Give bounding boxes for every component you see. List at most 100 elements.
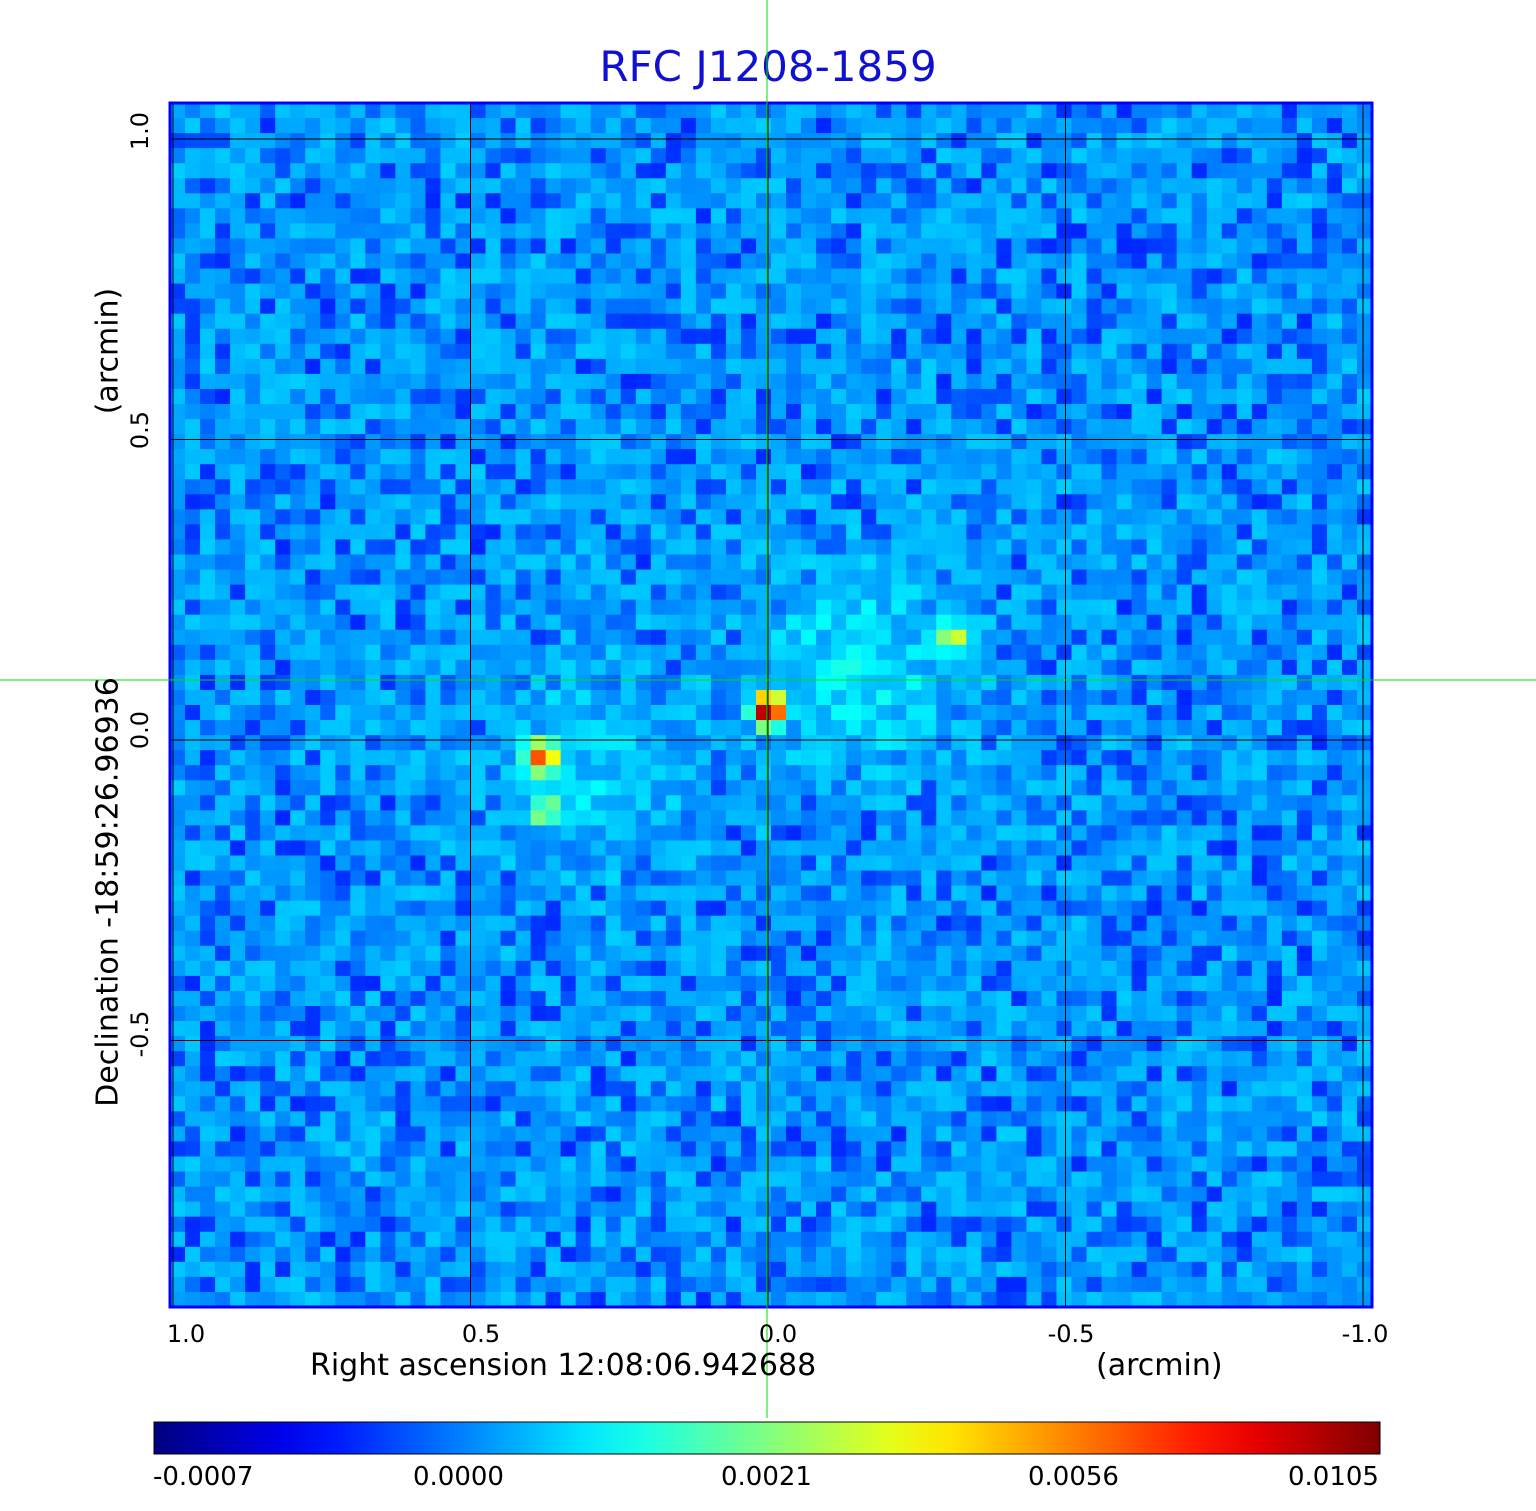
heatmap-cell — [1116, 539, 1133, 556]
heatmap-cell — [1266, 644, 1283, 661]
heatmap-cell — [380, 614, 396, 631]
heatmap-cell — [1041, 644, 1058, 661]
heatmap-cell — [545, 479, 562, 495]
heatmap-cell — [710, 1021, 727, 1037]
heatmap-cell — [290, 208, 306, 224]
heatmap-cell — [530, 313, 547, 330]
heatmap-cell — [545, 674, 562, 691]
heatmap-cell — [590, 644, 607, 661]
heatmap-cell — [891, 629, 907, 646]
heatmap-cell — [650, 614, 667, 631]
heatmap-cell — [966, 629, 982, 646]
heatmap-cell — [260, 960, 276, 977]
heatmap-cell — [215, 614, 231, 631]
heatmap-cell — [395, 765, 412, 781]
heatmap-cell — [1356, 915, 1373, 932]
heatmap-cell — [951, 509, 967, 525]
heatmap-cell — [1086, 509, 1103, 525]
heatmap-cell — [695, 674, 712, 691]
heatmap-cell — [1221, 750, 1238, 766]
heatmap-cell — [320, 855, 336, 872]
heatmap-cell — [1131, 509, 1148, 525]
heatmap-cell — [1176, 238, 1193, 255]
heatmap-cell — [1281, 539, 1298, 556]
heatmap-cell — [530, 659, 547, 676]
heatmap-cell — [620, 659, 637, 676]
heatmap-cell — [755, 464, 772, 480]
heatmap-cell — [1161, 870, 1178, 887]
heatmap-cell — [1311, 163, 1328, 179]
heatmap-cell — [831, 343, 847, 360]
heatmap-cell — [1266, 825, 1283, 842]
heatmap-cell — [816, 705, 832, 721]
heatmap-cell — [861, 915, 877, 932]
heatmap-cell — [380, 193, 396, 209]
heatmap-cell — [425, 524, 442, 541]
heatmap-cell — [245, 599, 261, 616]
heatmap-cell — [1161, 103, 1178, 119]
heatmap-cell — [425, 735, 442, 751]
heatmap-cell — [725, 584, 742, 601]
heatmap-cell — [665, 644, 682, 661]
heatmap-cell — [786, 780, 802, 796]
heatmap-cell — [620, 614, 637, 631]
heatmap-cell — [1086, 103, 1103, 119]
heatmap-cell — [1161, 509, 1178, 525]
heatmap-cell — [1251, 900, 1268, 917]
heatmap-cell — [710, 554, 727, 571]
heatmap-cell — [755, 644, 772, 661]
heatmap-cell — [425, 554, 442, 571]
heatmap-cell — [590, 404, 607, 420]
heatmap-cell — [560, 674, 577, 691]
heatmap-cell — [380, 163, 396, 179]
heatmap-cell — [275, 253, 291, 270]
heatmap-cell — [1011, 659, 1028, 676]
heatmap-cell — [605, 674, 622, 691]
heatmap-cell — [560, 659, 577, 676]
heatmap-cell — [245, 990, 261, 1007]
heatmap-cell — [996, 509, 1013, 525]
heatmap-cell — [215, 328, 231, 345]
heatmap-cell — [350, 840, 366, 857]
heatmap-cell — [380, 840, 396, 857]
heatmap-cell — [951, 569, 967, 586]
heatmap-cell — [786, 298, 802, 315]
heatmap-cell — [320, 118, 336, 134]
heatmap-cell — [620, 133, 637, 149]
heatmap-cell — [1281, 193, 1298, 209]
heatmap-cell — [485, 629, 502, 646]
heatmap-cell — [620, 178, 637, 194]
heatmap-cell — [1116, 780, 1133, 796]
heatmap-cell — [951, 900, 967, 917]
heatmap-cell — [680, 133, 697, 149]
heatmap-cell — [831, 328, 847, 345]
heatmap-cell — [1311, 795, 1328, 811]
heatmap-cell — [515, 855, 532, 872]
heatmap-cell — [470, 404, 487, 420]
heatmap-cell — [1221, 840, 1238, 857]
heatmap-cell — [305, 705, 321, 721]
heatmap-cell — [1086, 223, 1103, 240]
heatmap-cell — [320, 358, 336, 375]
heatmap-cell — [1056, 990, 1073, 1007]
heatmap-cell — [305, 509, 321, 525]
heatmap-cell — [1176, 975, 1193, 992]
heatmap-cell — [771, 148, 787, 164]
heatmap-cell — [1206, 975, 1223, 992]
heatmap-cell — [350, 735, 366, 751]
heatmap-cell — [650, 1036, 667, 1052]
heatmap-cell — [575, 148, 592, 164]
heatmap-cell — [455, 765, 472, 781]
heatmap-cell — [876, 464, 892, 480]
heatmap-cell — [1086, 644, 1103, 661]
heatmap-cell — [816, 900, 832, 917]
heatmap-cell — [740, 569, 757, 586]
heatmap-cell — [440, 855, 457, 872]
heatmap-cell — [665, 990, 682, 1007]
heatmap-cell — [365, 659, 381, 676]
heatmap-cell — [485, 569, 502, 586]
heatmap-cell — [605, 990, 622, 1007]
heatmap-cell — [185, 449, 201, 465]
heatmap-cell — [695, 644, 712, 661]
heatmap-cell — [350, 388, 366, 405]
